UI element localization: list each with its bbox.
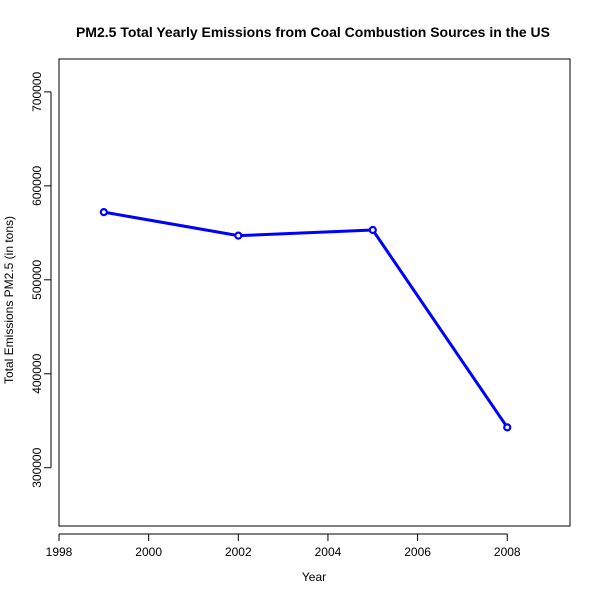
data-point — [503, 423, 512, 432]
data-point — [368, 225, 377, 235]
y-tick-label: 400000 — [30, 353, 44, 393]
x-tick-label: 2008 — [494, 545, 521, 559]
series-group — [99, 208, 512, 432]
x-tick-label: 1998 — [46, 545, 73, 559]
chart-title: PM2.5 Total Yearly Emissions from Coal C… — [76, 24, 550, 40]
y-tick-label: 600000 — [30, 166, 44, 206]
y-tick-label: 700000 — [30, 72, 44, 112]
x-tick-label: 2002 — [225, 545, 252, 559]
data-point — [99, 208, 108, 217]
x-tick-label: 2006 — [404, 545, 431, 559]
y-axis-label: Total Emissions PM2.5 (in tons) — [2, 216, 16, 384]
x-axis-label: Year — [302, 570, 326, 584]
x-tick-label: 2000 — [135, 545, 162, 559]
data-point — [234, 231, 243, 240]
x-axis: 1998 2000 2002 2004 2006 2008 — [46, 533, 521, 559]
y-tick-label: 500000 — [30, 259, 44, 299]
y-tick-label: 300000 — [30, 447, 44, 487]
plot-frame — [58, 58, 571, 527]
series-line — [103, 210, 509, 429]
x-tick-label: 2004 — [315, 545, 342, 559]
y-axis: 300000 400000 500000 600000 700000 — [30, 72, 52, 488]
